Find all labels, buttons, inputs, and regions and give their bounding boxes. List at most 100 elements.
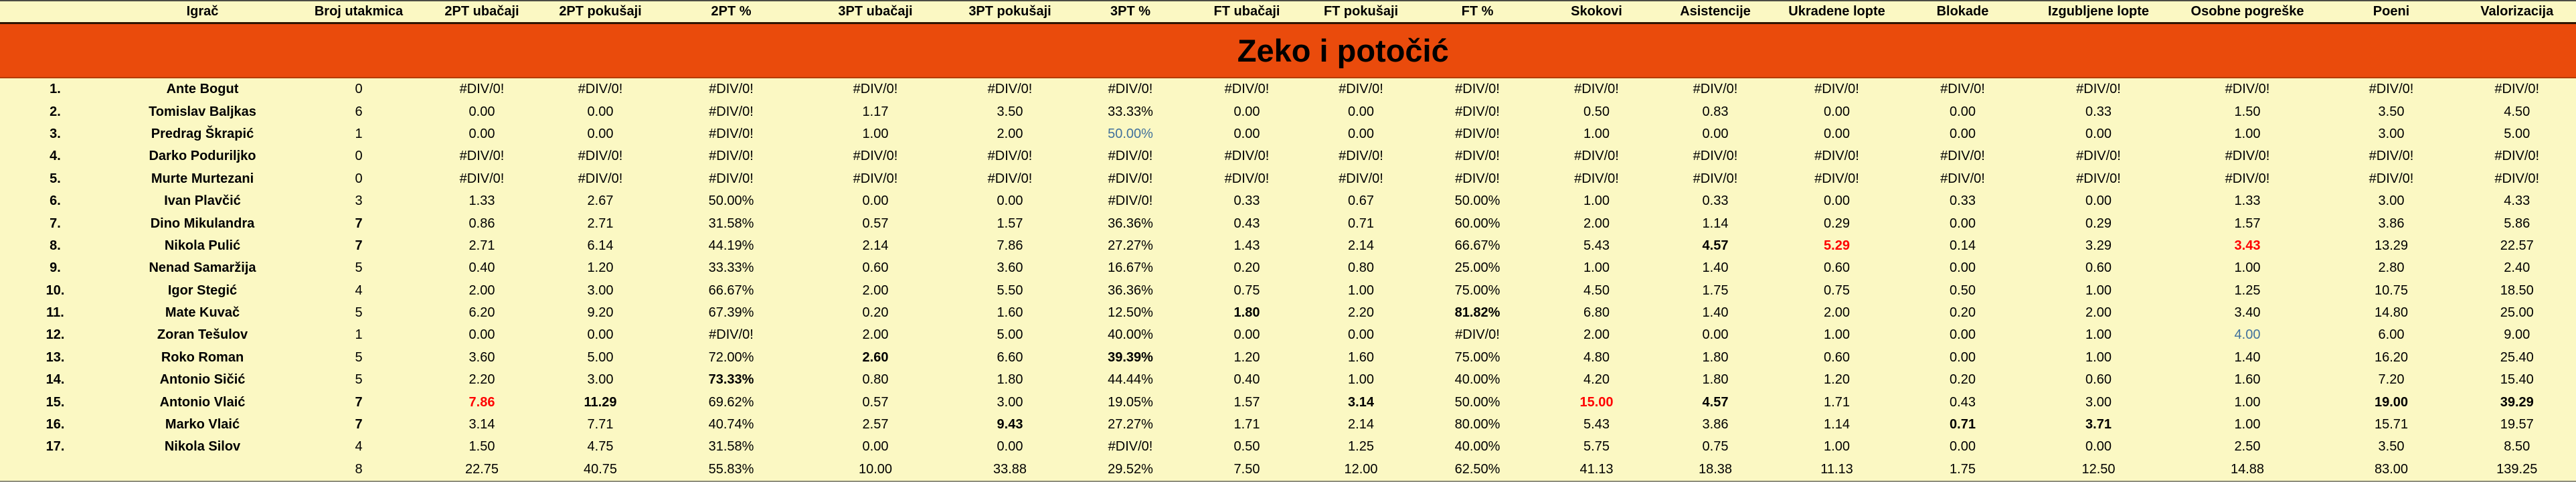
- stat-cell-3pt-attempts[interactable]: 7.86: [997, 238, 1023, 253]
- stat-cell-3pt-attempts[interactable]: 2.00: [997, 126, 1023, 141]
- stat-cell-fouls[interactable]: 1.60: [2234, 372, 2261, 388]
- stat-cell-assists[interactable]: #DIV/0!: [1693, 149, 1738, 164]
- stat-cell-blocks[interactable]: #DIV/0!: [1940, 82, 1985, 97]
- stat-cell-steals[interactable]: #DIV/0!: [1814, 82, 1859, 97]
- col-header-blocks[interactable]: Blokade: [1936, 4, 1989, 19]
- stat-cell-ft-attempts[interactable]: #DIV/0!: [1339, 171, 1383, 186]
- stat-cell-turnovers[interactable]: 0.33: [2085, 104, 2112, 119]
- stat-cell-steals[interactable]: 0.00: [1824, 104, 1850, 119]
- stat-cell-ft-pct[interactable]: 66.67%: [1454, 238, 1500, 253]
- stat-cell-3pt-made[interactable]: 1.17: [862, 104, 889, 119]
- stat-cell-assists[interactable]: 3.86: [1702, 417, 1729, 432]
- stat-cell-ft-attempts[interactable]: 0.71: [1348, 216, 1374, 231]
- stat-cell-valuation[interactable]: 5.86: [2504, 216, 2530, 231]
- stat-cell-3pt-made[interactable]: 2.00: [862, 327, 889, 343]
- stat-cell-valuation[interactable]: 4.50: [2504, 104, 2530, 119]
- stat-cell-blocks[interactable]: 0.00: [1950, 216, 1976, 231]
- stat-cell-valuation[interactable]: #DIV/0!: [2494, 82, 2540, 97]
- player-name-cell[interactable]: Antonio Vlaić: [159, 394, 246, 410]
- stat-cell-3pt-pct[interactable]: 40.00%: [1108, 327, 1153, 343]
- stat-cell-fouls[interactable]: 1.00: [2234, 394, 2261, 410]
- stat-cell-2pt-pct[interactable]: 31.58%: [708, 216, 754, 231]
- stat-cell-rebounds[interactable]: 5.75: [1583, 439, 1610, 455]
- stat-cell-3pt-attempts[interactable]: 3.00: [997, 394, 1023, 410]
- col-header-3pt-attempts[interactable]: 3PT pokušaji: [968, 4, 1051, 19]
- row-number-cell[interactable]: 7.: [50, 216, 61, 231]
- stat-cell-ft-pct[interactable]: 60.00%: [1454, 216, 1500, 231]
- player-name-cell[interactable]: Zoran Tešulov: [157, 327, 248, 343]
- col-header-valuation[interactable]: Valorizacija: [2480, 4, 2554, 19]
- stat-cell-ft-made[interactable]: 1.57: [1233, 394, 1260, 410]
- stat-cell-2pt-made[interactable]: 0.00: [468, 104, 495, 119]
- stat-cell-fouls[interactable]: 1.25: [2234, 283, 2261, 298]
- stat-cell-2pt-pct[interactable]: 50.00%: [708, 193, 754, 209]
- stat-cell-2pt-attempts[interactable]: 2.67: [587, 193, 614, 209]
- row-number-cell[interactable]: 9.: [50, 260, 61, 276]
- stat-cell-points[interactable]: 19.00: [2374, 394, 2409, 410]
- stat-cell-assists[interactable]: 18.38: [1698, 461, 1733, 477]
- stat-cell-3pt-made[interactable]: 2.57: [862, 417, 889, 432]
- player-name-cell[interactable]: Darko Poduriljko: [149, 149, 256, 164]
- stat-cell-points[interactable]: 3.00: [2378, 126, 2405, 141]
- stat-cell-ft-pct[interactable]: 75.00%: [1454, 283, 1500, 298]
- stat-cell-points[interactable]: 13.29: [2374, 238, 2409, 253]
- stat-cell-valuation[interactable]: #DIV/0!: [2494, 149, 2540, 164]
- row-number-cell[interactable]: [0, 459, 110, 481]
- stat-cell-games[interactable]: 1: [355, 126, 363, 141]
- stat-cell-turnovers[interactable]: 0.00: [2085, 126, 2112, 141]
- stat-cell-rebounds[interactable]: #DIV/0!: [1574, 149, 1619, 164]
- stat-cell-2pt-attempts[interactable]: 3.00: [587, 372, 614, 388]
- col-header-points[interactable]: Poeni: [2373, 4, 2410, 19]
- stat-cell-turnovers[interactable]: #DIV/0!: [2076, 82, 2121, 97]
- stat-cell-turnovers[interactable]: #DIV/0!: [2076, 171, 2121, 186]
- stat-cell-blocks[interactable]: #DIV/0!: [1940, 149, 1985, 164]
- stat-cell-fouls[interactable]: 1.40: [2234, 349, 2261, 365]
- stat-cell-2pt-made[interactable]: 2.71: [468, 238, 495, 253]
- stat-cell-valuation[interactable]: 8.50: [2504, 439, 2530, 455]
- stat-cell-assists[interactable]: 4.57: [1702, 238, 1729, 253]
- stat-cell-assists[interactable]: 0.75: [1702, 439, 1729, 455]
- stat-cell-blocks[interactable]: 0.20: [1950, 372, 1976, 388]
- stat-cell-assists[interactable]: 0.00: [1702, 126, 1729, 141]
- stat-cell-3pt-made[interactable]: #DIV/0!: [853, 149, 898, 164]
- stat-cell-2pt-pct[interactable]: #DIV/0!: [709, 126, 754, 141]
- row-number-cell[interactable]: 15.: [46, 394, 65, 410]
- stat-cell-ft-attempts[interactable]: 0.00: [1348, 104, 1374, 119]
- player-name-cell[interactable]: Dino Mikulandra: [150, 216, 255, 231]
- stat-cell-3pt-made[interactable]: 0.20: [862, 305, 889, 321]
- stat-cell-ft-attempts[interactable]: 12.00: [1344, 461, 1378, 477]
- stat-cell-2pt-attempts[interactable]: 0.00: [587, 104, 614, 119]
- col-header-fouls[interactable]: Osobne pogreške: [2191, 4, 2304, 19]
- row-number-cell[interactable]: 14.: [46, 372, 65, 388]
- stat-cell-3pt-attempts[interactable]: 33.88: [993, 461, 1027, 477]
- col-header-assists[interactable]: Asistencije: [1680, 4, 1751, 19]
- stat-cell-3pt-made[interactable]: 2.60: [862, 349, 889, 365]
- stat-cell-assists[interactable]: #DIV/0!: [1693, 82, 1738, 97]
- stat-cell-ft-made[interactable]: 0.50: [1233, 439, 1260, 455]
- stat-cell-turnovers[interactable]: 2.00: [2085, 305, 2112, 321]
- stat-cell-2pt-attempts[interactable]: 3.00: [587, 283, 614, 298]
- stat-cell-points[interactable]: 16.20: [2374, 349, 2409, 365]
- stat-cell-games[interactable]: 7: [355, 417, 363, 432]
- stat-cell-games[interactable]: 7: [355, 216, 363, 231]
- stat-cell-2pt-pct[interactable]: 69.62%: [708, 394, 754, 410]
- stat-cell-3pt-made[interactable]: #DIV/0!: [853, 82, 898, 97]
- stat-cell-ft-made[interactable]: 1.71: [1233, 417, 1260, 432]
- stat-cell-3pt-attempts[interactable]: 5.50: [997, 283, 1023, 298]
- stat-cell-3pt-made[interactable]: 0.00: [862, 439, 889, 455]
- stat-cell-assists[interactable]: 0.83: [1702, 104, 1729, 119]
- stat-cell-3pt-made[interactable]: 0.57: [862, 216, 889, 231]
- stat-cell-3pt-made[interactable]: 2.00: [862, 283, 889, 298]
- stat-cell-assists[interactable]: #DIV/0!: [1693, 171, 1738, 186]
- stat-cell-games[interactable]: 7: [355, 238, 363, 253]
- stat-cell-ft-made[interactable]: 7.50: [1233, 461, 1260, 477]
- stat-cell-fouls[interactable]: 2.50: [2234, 439, 2261, 455]
- stat-cell-3pt-pct[interactable]: #DIV/0!: [1108, 171, 1153, 186]
- stat-cell-ft-made[interactable]: 0.43: [1233, 216, 1260, 231]
- stat-cell-ft-attempts[interactable]: #DIV/0!: [1339, 149, 1383, 164]
- stat-cell-blocks[interactable]: 0.00: [1950, 327, 1976, 343]
- stat-cell-ft-made[interactable]: 1.43: [1233, 238, 1260, 253]
- row-number-cell[interactable]: 10.: [46, 283, 65, 298]
- stat-cell-points[interactable]: #DIV/0!: [2369, 171, 2414, 186]
- stat-cell-assists[interactable]: 1.80: [1702, 349, 1729, 365]
